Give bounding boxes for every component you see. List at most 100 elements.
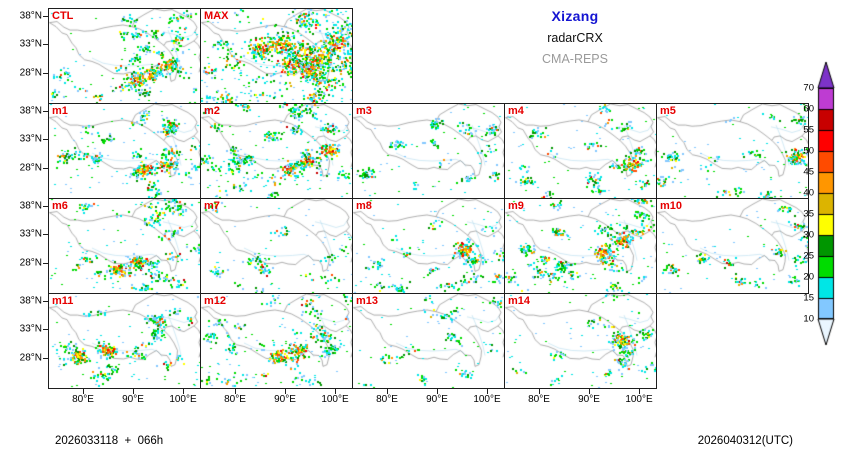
lat-tick [43,300,48,302]
lat-tick-label: 38°N [19,10,42,22]
colorbar-label: 20 [803,271,814,283]
map-canvas-MAX [201,9,352,103]
lat-tick [43,262,48,264]
title-product: radarCRX [547,31,603,45]
panel-label-m3: m3 [356,105,372,117]
lon-tick-label: 100°E [473,394,501,405]
lat-tick [43,357,48,359]
colorbar-label: 15 [803,292,814,304]
lon-tick-label: 100°E [169,394,197,405]
panel-m9: m9 [504,198,657,294]
panel-m2: m2 [200,103,353,199]
map-canvas-m12 [201,294,352,388]
colorbar-label: 10 [803,313,814,325]
lat-tick [43,205,48,207]
map-canvas-m2 [201,104,352,198]
lon-tick [539,389,540,394]
lat-tick [43,234,48,236]
init-time-line-1: 2026033118 + 066h [55,435,164,447]
map-canvas-m5 [657,104,808,198]
lon-tick [387,389,388,394]
colorbar-label: 35 [803,208,814,220]
panel-label-m7: m7 [204,200,220,212]
panel-label-m2: m2 [204,105,220,117]
lat-tick-label: 33°N [19,228,42,240]
panel-CTL: CTL [48,8,201,104]
lat-tick [43,167,48,169]
panel-label-CTL: CTL [52,10,74,22]
panel-label-m8: m8 [356,200,372,212]
lon-tick-label: 90°E [578,394,600,405]
lat-tick-label: 28°N [19,352,42,364]
lat-tick [43,139,48,141]
panel-label-m4: m4 [508,105,524,117]
lon-tick-label: 100°E [321,394,349,405]
panel-label-m1: m1 [52,105,68,117]
lat-tick-label: 33°N [19,323,42,335]
map-canvas-m7 [201,199,352,293]
lat-tick-label: 38°N [19,200,42,212]
map-canvas-m9 [505,199,656,293]
panel-m12: m12 [200,293,353,389]
panel-label-MAX: MAX [204,10,229,22]
panel-label-m12: m12 [204,295,227,307]
lon-tick-label: 90°E [426,394,448,405]
map-canvas-m3 [353,104,504,198]
panel-m5: m5 [656,103,809,199]
lon-tick [183,389,184,394]
panel-m11: m11 [48,293,201,389]
title-region: Xizang [551,8,599,24]
lat-tick-label: 28°N [19,257,42,269]
lon-tick [285,389,286,394]
map-canvas-CTL [49,9,200,103]
lon-tick [589,389,590,394]
panel-label-m9: m9 [508,200,524,212]
lat-tick-label: 38°N [19,295,42,307]
lat-tick [43,15,48,17]
panel-label-m5: m5 [660,105,676,117]
lat-tick-label: 28°N [19,162,42,174]
valid-time-utc: 2026040312(UTC) [697,435,793,447]
lat-tick [43,72,48,74]
lon-tick [335,389,336,394]
colorbar-label: 60 [803,103,814,115]
lat-tick-label: 28°N [19,67,42,79]
lon-tick [639,389,640,394]
panel-m8: m8 [352,198,505,294]
lat-tick-label: 38°N [19,105,42,117]
panel-label-m14: m14 [508,295,531,307]
map-canvas-m11 [49,294,200,388]
colorbar-label: 55 [803,124,814,136]
lat-tick-label: 33°N [19,38,42,50]
footer-valid-times: 2026040312(UTC) 2026040320(CST) [598,406,793,450]
panel-label-m6: m6 [52,200,68,212]
panel-m7: m7 [200,198,353,294]
panel-label-m10: m10 [660,200,683,212]
lon-tick [133,389,134,394]
colorbar-label: 40 [803,187,814,199]
lon-tick [83,389,84,394]
panel-m10: m10 [656,198,809,294]
panel-MAX: MAX [200,8,353,104]
panel-label-m13: m13 [356,295,379,307]
panel-m13: m13 [352,293,505,389]
map-canvas-m8 [353,199,504,293]
map-canvas-m10 [657,199,808,293]
lat-tick-label: 33°N [19,133,42,145]
lon-tick-label: 90°E [122,394,144,405]
panel-m14: m14 [504,293,657,389]
lon-tick [235,389,236,394]
lon-tick [487,389,488,394]
lon-tick-label: 90°E [274,394,296,405]
lat-tick [43,44,48,46]
lat-tick [43,329,48,331]
panel-m6: m6 [48,198,201,294]
colorbar-label: 30 [803,229,814,241]
lon-tick [437,389,438,394]
colorbar-label: 25 [803,250,814,262]
map-canvas-m4 [505,104,656,198]
map-canvas-m13 [353,294,504,388]
lon-tick-label: 100°E [625,394,653,405]
colorbar-label: 70 [803,82,814,94]
